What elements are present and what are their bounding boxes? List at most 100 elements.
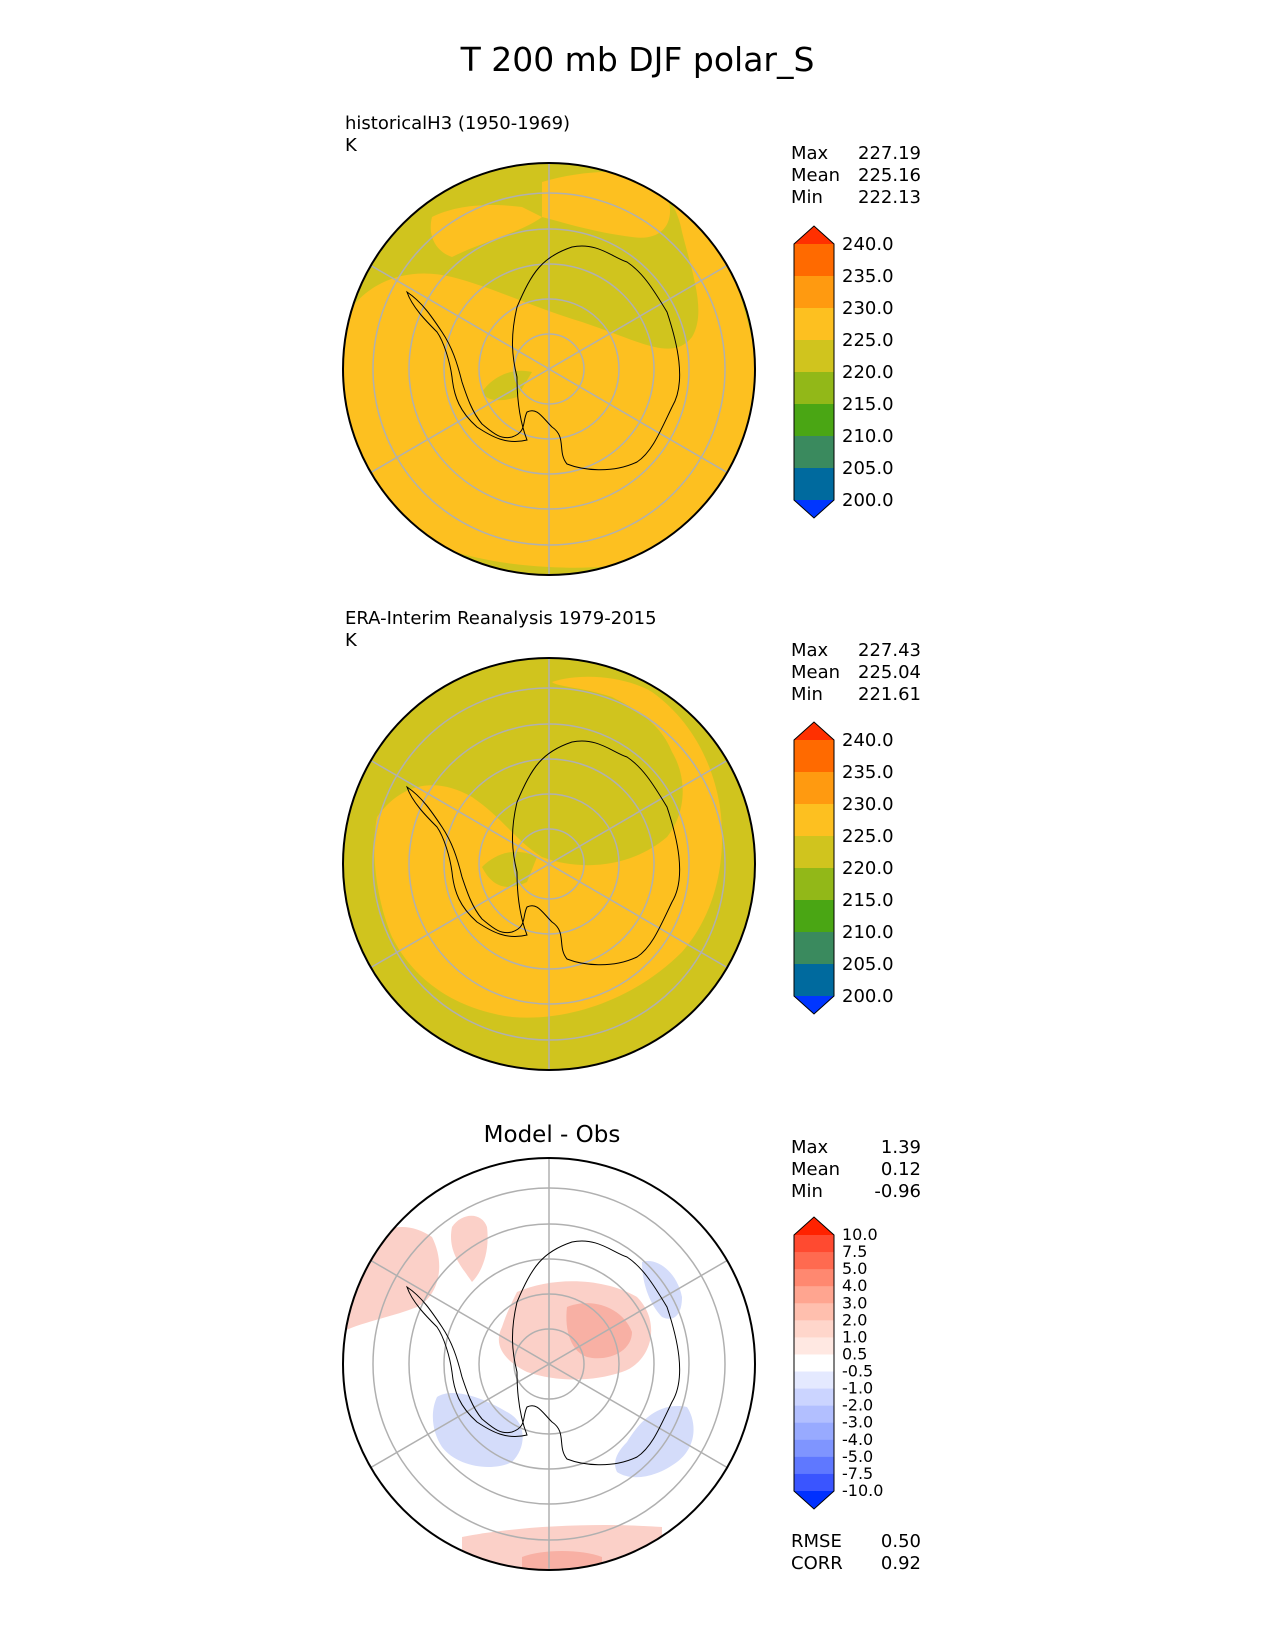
stat-mean: Mean 0.12 [791, 1159, 921, 1180]
colorbar-segment [794, 308, 834, 341]
colorbar-tick-label: 210.0 [842, 922, 894, 943]
colorbar-tick-label: -10.0 [842, 1481, 883, 1500]
stats-obs: Max 227.43 Mean 225.04 Min 221.61 [791, 640, 921, 706]
colorbar-segment [794, 1320, 834, 1338]
colorbar-segment [794, 804, 834, 837]
stat-max: Max 227.19 [791, 143, 921, 164]
colorbar-tick-label: 205.0 [842, 458, 894, 479]
colorbar-segment [794, 244, 834, 277]
colorbar-tick-label: -5.0 [842, 1447, 873, 1466]
colorbar-extend-top [794, 722, 834, 740]
colorbar-tick-label: 200.0 [842, 986, 894, 1007]
stat-min: Min -0.96 [791, 1181, 921, 1202]
colorbar-segment [794, 1439, 834, 1458]
colorbar-segment [794, 772, 834, 805]
colorbar-tick-label: 4.0 [842, 1276, 867, 1295]
colorbar-diff: 10.07.55.04.03.02.01.00.5-0.5-1.0-2.0-3.… [793, 1216, 883, 1510]
colorbar-tick-label: 240.0 [842, 730, 894, 751]
colorbar-tick-label: 1.0 [842, 1327, 867, 1346]
colorbar-segment [794, 868, 834, 901]
colorbar-tick-label: 225.0 [842, 826, 894, 847]
stat-mean: Mean 225.04 [791, 662, 921, 683]
colorbar-segment [794, 276, 834, 309]
colorbar-segment [794, 1456, 834, 1475]
colorbar-tick-label: -0.5 [842, 1362, 873, 1381]
colorbar-segment [794, 436, 834, 469]
colorbar-tick-label: 200.0 [842, 490, 894, 511]
colorbar-tick-label: -7.5 [842, 1464, 873, 1483]
colorbar-extend-top [794, 1217, 834, 1235]
colorbar-segment [794, 404, 834, 437]
colorbar-tick-label: 10.0 [842, 1225, 878, 1244]
map-model [342, 162, 756, 576]
colorbar-segment [794, 1337, 834, 1355]
metric-rmse: RMSE 0.50 [791, 1531, 921, 1552]
colorbar-segment [794, 1303, 834, 1321]
colorbar-segment [794, 1269, 834, 1287]
colorbar-extend-top [794, 226, 834, 244]
colorbar-segment [794, 1235, 834, 1253]
colorbar-tick-label: 235.0 [842, 762, 894, 783]
colorbar-tick-label: 3.0 [842, 1293, 867, 1312]
colorbar-segment [794, 1405, 834, 1424]
colorbar-segment [794, 1388, 834, 1407]
colorbar-tick-label: -1.0 [842, 1379, 873, 1398]
colorbar-segment [794, 900, 834, 933]
map-diff [342, 1157, 756, 1571]
panel-title-obs: ERA-Interim Reanalysis 1979-2015 [345, 608, 657, 629]
colorbar-segment [794, 1286, 834, 1304]
colorbar-tick-label: 220.0 [842, 362, 894, 383]
colorbar-outline [793, 721, 835, 1015]
colorbar-obs: 240.0 235.0 230.0 225.0 220.0 215.0 210.0 205.0… [793, 721, 894, 1015]
colorbar-tick-label: 220.0 [842, 858, 894, 879]
panel-title-model: historicalH3 (1950-1969) [345, 113, 571, 134]
stat-mean: Mean 225.16 [791, 165, 921, 186]
stats-diff: Max 1.39 Mean 0.12 Min -0.96 [791, 1137, 921, 1203]
colorbar-tick-label: 240.0 [842, 234, 894, 255]
metrics-diff: RMSE 0.50 CORR 0.92 [791, 1531, 921, 1575]
colorbar-tick-label: -2.0 [842, 1396, 873, 1415]
colorbar-tick-label: 230.0 [842, 794, 894, 815]
colorbar-segment [794, 964, 834, 997]
panel-title-diff: Model - Obs [483, 1122, 621, 1148]
map-obs [342, 657, 756, 1071]
colorbar-tick-label: 7.5 [842, 1242, 867, 1261]
colorbar-tick-label: 230.0 [842, 298, 894, 319]
colorbar-outline [793, 225, 835, 519]
colorbar-segment [794, 1252, 834, 1270]
colorbar-segment [794, 932, 834, 965]
colorbar-tick-label: -3.0 [842, 1413, 873, 1432]
colorbar-segment [794, 1422, 834, 1441]
stat-max: Max 227.43 [791, 640, 921, 661]
colorbar-segment [794, 1371, 834, 1390]
colorbar-segment [794, 340, 834, 373]
figure-title: T 200 mb DJF polar_S [460, 40, 815, 79]
colorbar-outline [793, 1216, 835, 1510]
colorbar-tick-label: 215.0 [842, 394, 894, 415]
colorbar-extend-bottom [794, 996, 834, 1014]
colorbar-segment [794, 1473, 834, 1492]
units-model: K [345, 135, 357, 156]
colorbar-tick-label: 205.0 [842, 954, 894, 975]
colorbar-segment [794, 1354, 834, 1373]
colorbar-tick-label: 215.0 [842, 890, 894, 911]
colorbar-segment [794, 468, 834, 501]
colorbar-tick-label: 235.0 [842, 266, 894, 287]
colorbar-model: 240.0 235.0 230.0 225.0 220.0 215.0 210.0 205.0… [793, 225, 894, 519]
colorbar-extend-bottom [794, 1491, 834, 1509]
stat-max: Max 1.39 [791, 1137, 921, 1158]
colorbar-tick-label: -4.0 [842, 1430, 873, 1449]
colorbar-tick-label: 2.0 [842, 1310, 867, 1329]
stat-min: Min 222.13 [791, 187, 921, 208]
colorbar-segment [794, 836, 834, 869]
colorbar-tick-label: 0.5 [842, 1344, 867, 1363]
colorbar-segment [794, 740, 834, 773]
colorbar-tick-label: 210.0 [842, 426, 894, 447]
colorbar-segment [794, 372, 834, 405]
colorbar-tick-label: 5.0 [842, 1259, 867, 1278]
units-obs: K [345, 630, 357, 651]
metric-corr: CORR 0.92 [791, 1553, 921, 1574]
colorbar-extend-bottom [794, 500, 834, 518]
stats-model: Max 227.19 Mean 225.16 Min 222.13 [791, 143, 921, 209]
stat-min: Min 221.61 [791, 684, 921, 705]
